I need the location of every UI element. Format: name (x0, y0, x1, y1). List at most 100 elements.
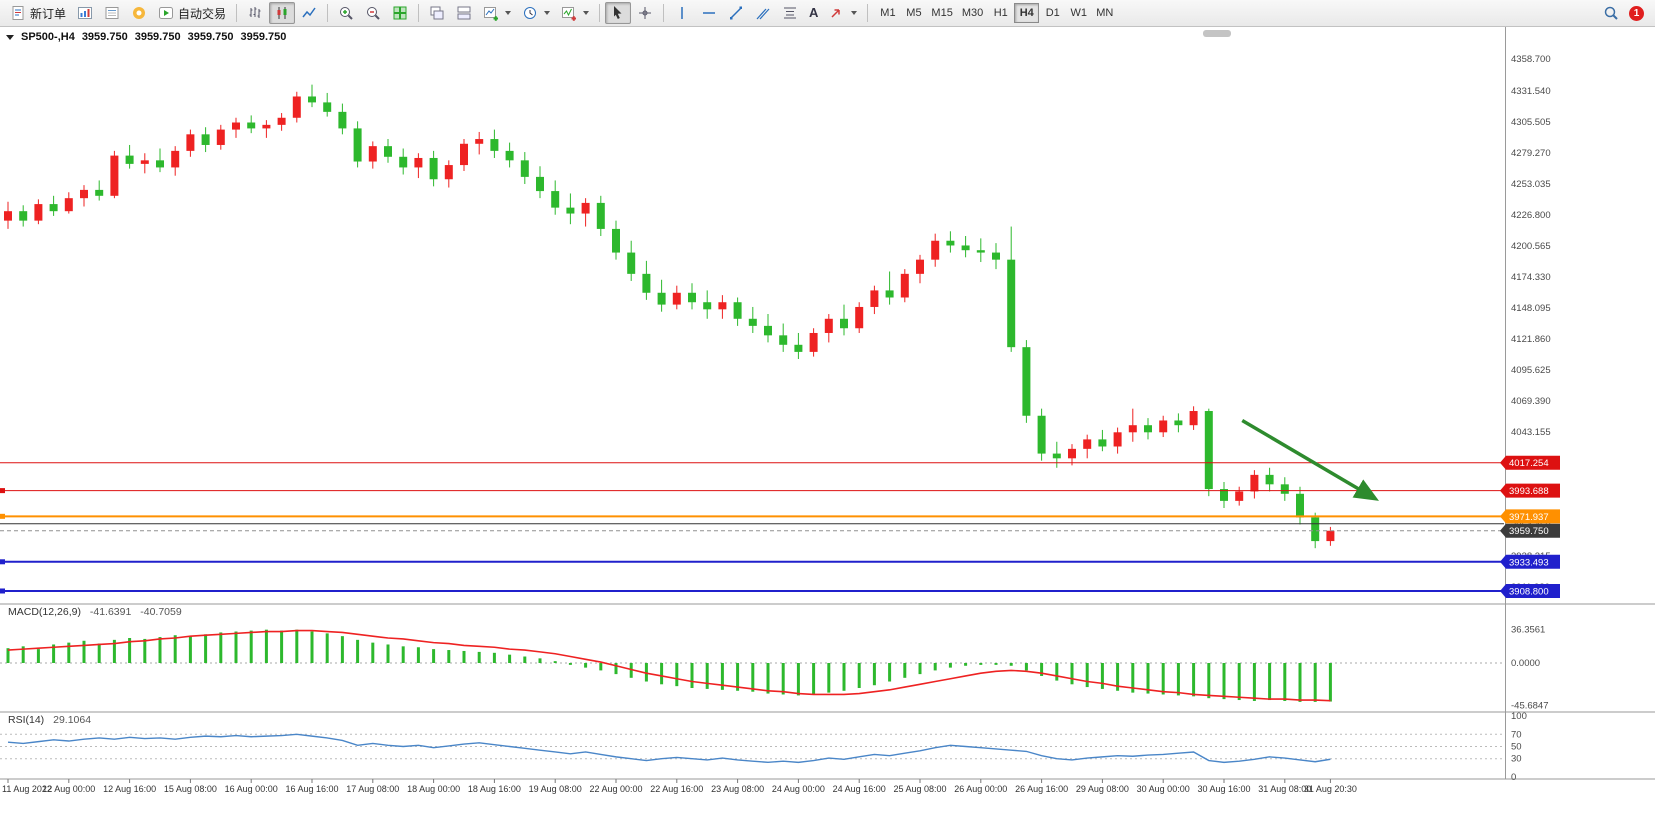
trendline-icon (730, 6, 743, 20)
trend-arrow-annotation[interactable] (1241, 418, 1379, 501)
autotrading-button[interactable]: 自动交易 (153, 2, 231, 24)
svg-text:3971.937: 3971.937 (1509, 512, 1549, 523)
chart-window: 4358.700 4331.540 4305.505 4279.270 4253.035… (0, 27, 1655, 823)
quick-trade-toggle-icon[interactable] (6, 34, 14, 40)
svg-text:25 Aug 08:00: 25 Aug 08:00 (893, 784, 946, 794)
period-button[interactable] (517, 2, 555, 24)
svg-text:-45.6847: -45.6847 (1511, 700, 1549, 711)
channel-tool-button[interactable] (750, 2, 776, 24)
timeframe-MN[interactable]: MN (1096, 7, 1114, 19)
timeframe-M15[interactable]: M15 (931, 7, 953, 19)
zoom-out-button[interactable] (360, 2, 386, 24)
macd-value-main: -41.6391 (89, 606, 132, 618)
line-anchor-marker[interactable] (0, 588, 5, 594)
price-low: 3959.750 (187, 31, 234, 43)
svg-text:4095.625: 4095.625 (1511, 365, 1551, 376)
price-tag-3959.750 (1500, 523, 1560, 538)
line-anchor-marker[interactable] (0, 488, 5, 494)
channel-icon (756, 8, 770, 20)
line-chart-icon (302, 7, 316, 18)
main-toolbar: 新订单 自动交易 (0, 0, 1655, 27)
svg-text:30 Aug 00:00: 30 Aug 00:00 (1137, 784, 1190, 794)
svg-text:18 Aug 00:00: 18 Aug 00:00 (407, 784, 460, 794)
svg-text:24 Aug 00:00: 24 Aug 00:00 (772, 784, 825, 794)
timeframe-M1[interactable]: M1 (880, 7, 896, 19)
line-anchor-marker[interactable] (0, 513, 5, 519)
tile-windows-button[interactable] (387, 2, 413, 24)
zoom-in-button[interactable] (333, 2, 359, 24)
svg-text:4148.095: 4148.095 (1511, 303, 1551, 314)
svg-text:15 Aug 08:00: 15 Aug 08:00 (164, 784, 217, 794)
svg-text:3933.493: 3933.493 (1509, 557, 1549, 568)
tile-windows-icon (393, 6, 407, 20)
cursor-button[interactable] (605, 2, 632, 24)
price-tag-3993.688 (1500, 483, 1560, 498)
svg-text:4279.270: 4279.270 (1511, 148, 1551, 159)
timeframe-M30[interactable]: M30 (961, 7, 984, 19)
chart-scrollbar-thumb[interactable] (1203, 30, 1231, 37)
indicators-button[interactable] (556, 2, 594, 24)
svg-text:12 Aug 16:00: 12 Aug 16:00 (103, 784, 156, 794)
svg-text:18 Aug 16:00: 18 Aug 16:00 (468, 784, 521, 794)
trendline-tool-button[interactable] (723, 2, 749, 24)
line-anchor-marker[interactable] (0, 559, 5, 565)
vertical-line-icon (681, 7, 683, 19)
community-icon (133, 7, 146, 19)
svg-text:3959.750: 3959.750 (1509, 526, 1549, 537)
timeframe-group: M1 M5 M15 M30 H1 H4 D1 W1 MN (875, 3, 1117, 23)
data-window-button[interactable] (99, 2, 125, 24)
timeframe-W1[interactable]: W1 (1070, 7, 1087, 19)
svg-text:26 Aug 16:00: 26 Aug 16:00 (1015, 784, 1068, 794)
new-order-button[interactable]: 新订单 (5, 2, 71, 24)
indicators-icon (562, 7, 577, 21)
fibonacci-tool-button[interactable] (777, 2, 803, 24)
market-watch-button[interactable] (72, 2, 98, 24)
arrows-tool-button[interactable] (824, 2, 862, 24)
timeframe-D1[interactable]: D1 (1045, 7, 1060, 19)
community-button[interactable] (126, 2, 152, 24)
timeframe-H4[interactable]: H4 (1014, 3, 1040, 23)
svg-text:4305.505: 4305.505 (1511, 117, 1551, 128)
price-tag-4017.254 (1500, 455, 1560, 470)
text-tool-icon: A (809, 5, 819, 20)
market-watch-icon (78, 7, 93, 19)
svg-text:4017.254: 4017.254 (1509, 458, 1549, 469)
cascade-windows-icon (430, 6, 444, 20)
data-window-icon (105, 7, 119, 19)
svg-text:4358.700: 4358.700 (1511, 54, 1551, 65)
macd-value-signal: -40.7059 (140, 606, 182, 618)
tile-horizontal-button[interactable] (451, 2, 477, 24)
candlestick-chart-button[interactable] (269, 2, 296, 24)
price-close: 3959.750 (240, 31, 287, 43)
horizontal-line-tool-button[interactable] (696, 2, 722, 24)
svg-text:0.0000: 0.0000 (1511, 658, 1540, 669)
zoom-in-icon (340, 7, 353, 20)
macd-name: MACD(12,26,9) (8, 606, 81, 618)
search-button[interactable] (1598, 2, 1624, 24)
svg-text:31 Aug 20:30: 31 Aug 20:30 (1304, 784, 1357, 794)
clock-icon (524, 7, 537, 19)
symbol-period-label: SP500-,H4 (21, 31, 75, 43)
crosshair-button[interactable] (632, 2, 658, 24)
svg-text:3993.688: 3993.688 (1509, 486, 1549, 497)
toolbar-separator (663, 4, 665, 22)
notification-badge[interactable]: 1 (1629, 5, 1644, 21)
toolbar-separator (418, 4, 420, 22)
new-chart-button[interactable] (478, 2, 516, 24)
bar-chart-button[interactable] (242, 2, 268, 24)
svg-text:12 Aug 00:00: 12 Aug 00:00 (42, 784, 95, 794)
rsi-name: RSI(14) (8, 714, 45, 726)
text-tool-button[interactable]: A (804, 2, 823, 24)
svg-text:22 Aug 16:00: 22 Aug 16:00 (650, 784, 703, 794)
timeframe-M5[interactable]: M5 (906, 7, 922, 19)
timeframe-H1[interactable]: H1 (993, 7, 1008, 19)
zoom-out-icon (367, 7, 380, 20)
toolbar-separator (327, 4, 329, 22)
line-chart-button[interactable] (296, 2, 322, 24)
svg-text:16 Aug 00:00: 16 Aug 00:00 (225, 784, 278, 794)
svg-text:50: 50 (1511, 742, 1522, 753)
crosshair-icon (639, 7, 652, 19)
cascade-windows-button[interactable] (424, 2, 450, 24)
vertical-line-tool-button[interactable] (669, 2, 695, 24)
